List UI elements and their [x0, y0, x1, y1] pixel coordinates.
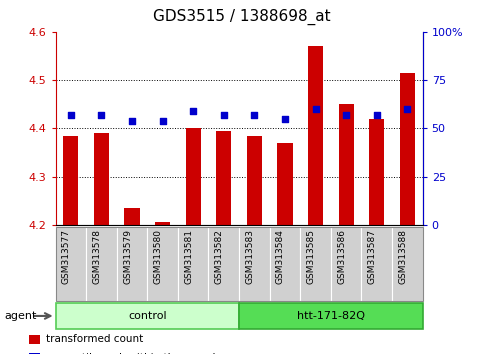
Text: GSM313582: GSM313582: [215, 229, 224, 284]
Text: GSM313580: GSM313580: [154, 229, 163, 284]
Text: control: control: [128, 311, 167, 321]
Point: [281, 116, 289, 121]
Text: GSM313583: GSM313583: [245, 229, 255, 284]
Bar: [239, 303, 423, 329]
Point: [189, 108, 197, 114]
Point: [128, 118, 136, 124]
Bar: [63, 136, 78, 225]
Text: transformed count: transformed count: [46, 335, 143, 344]
Text: agent: agent: [5, 311, 37, 321]
Bar: [331, 227, 361, 301]
Bar: [56, 303, 239, 329]
Bar: [339, 104, 354, 225]
Point: [159, 118, 167, 124]
Text: GSM313585: GSM313585: [307, 229, 315, 284]
Text: GSM313577: GSM313577: [62, 229, 71, 284]
Point: [67, 112, 75, 118]
Text: GSM313588: GSM313588: [398, 229, 407, 284]
Bar: [117, 227, 147, 301]
Bar: [56, 227, 86, 301]
Text: GDS3515 / 1388698_at: GDS3515 / 1388698_at: [153, 9, 330, 25]
Bar: [361, 227, 392, 301]
Bar: [185, 128, 201, 225]
Bar: [125, 208, 140, 225]
Point: [342, 112, 350, 118]
Bar: [29, 335, 40, 344]
Bar: [216, 131, 231, 225]
Bar: [29, 353, 40, 354]
Bar: [369, 119, 384, 225]
Point: [373, 112, 381, 118]
Point: [403, 106, 411, 112]
Bar: [277, 143, 293, 225]
Bar: [86, 227, 117, 301]
Point: [98, 112, 105, 118]
Point: [251, 112, 258, 118]
Text: GSM313587: GSM313587: [368, 229, 377, 284]
Bar: [147, 227, 178, 301]
Bar: [308, 46, 323, 225]
Text: htt-171-82Q: htt-171-82Q: [297, 311, 365, 321]
Bar: [400, 73, 415, 225]
Point: [312, 106, 319, 112]
Text: GSM313581: GSM313581: [184, 229, 193, 284]
Text: GSM313578: GSM313578: [92, 229, 101, 284]
Bar: [239, 227, 270, 301]
Point: [220, 112, 227, 118]
Text: percentile rank within the sample: percentile rank within the sample: [46, 353, 222, 354]
Text: GSM313586: GSM313586: [337, 229, 346, 284]
Text: GSM313584: GSM313584: [276, 229, 285, 284]
Bar: [155, 222, 170, 225]
Bar: [178, 227, 209, 301]
Bar: [94, 133, 109, 225]
Bar: [209, 227, 239, 301]
Bar: [247, 136, 262, 225]
Text: GSM313579: GSM313579: [123, 229, 132, 284]
Bar: [270, 227, 300, 301]
Bar: [392, 227, 423, 301]
Bar: [300, 227, 331, 301]
